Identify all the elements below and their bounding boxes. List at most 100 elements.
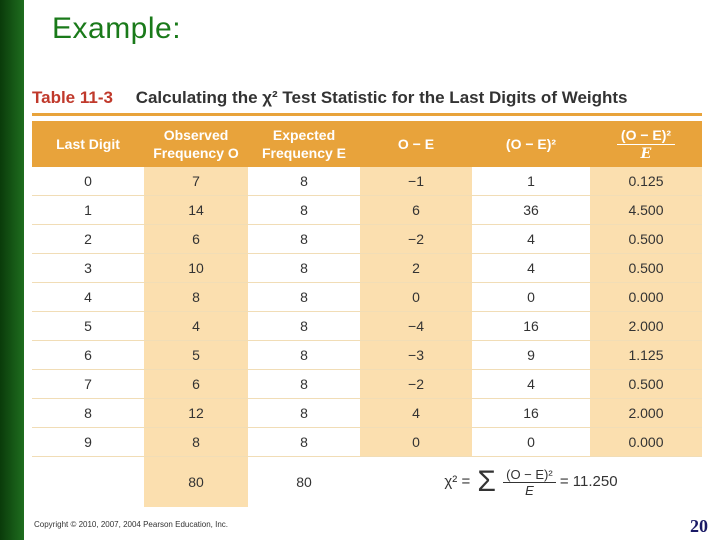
cell-ratio: 0.000 — [590, 427, 702, 457]
chi-square-formula: χ² = Σ (O − E)² E = 11.250 — [444, 465, 618, 498]
cell-squared: 0 — [472, 427, 590, 457]
cell-squared: 4 — [472, 224, 590, 254]
formula-denominator: E — [525, 482, 534, 498]
left-accent-bar — [0, 0, 24, 540]
cell-ratio: 0.500 — [590, 253, 702, 283]
cell-observed: 6 — [144, 369, 248, 399]
cell-expected: 8 — [248, 427, 360, 457]
cell-digit: 6 — [32, 340, 144, 370]
table-header-row: Last Digit Observed Frequency O Expected… — [32, 121, 702, 167]
cell-observed: 4 — [144, 311, 248, 341]
cell-observed: 10 — [144, 253, 248, 283]
table-row: 1 14 8 6 36 4.500 — [32, 195, 702, 225]
page-number: 20 — [690, 516, 708, 536]
table-row: 7 6 8 −2 4 0.500 — [32, 369, 702, 399]
cell-squared: 9 — [472, 340, 590, 370]
cell-digit: 3 — [32, 253, 144, 283]
cell-digit: 4 — [32, 282, 144, 312]
cell-o-minus-e: 6 — [360, 195, 472, 225]
caption-rule — [32, 113, 702, 116]
totals-row: 80 80 χ² = Σ (O − E)² E = 11.250 — [32, 456, 702, 508]
chi-square-table: Last Digit Observed Frequency O Expected… — [32, 121, 702, 507]
cell-o-minus-e: −4 — [360, 311, 472, 341]
header-observed: Observed Frequency O — [144, 121, 248, 167]
cell-o-minus-e: 2 — [360, 253, 472, 283]
cell-squared: 16 — [472, 398, 590, 428]
totals-blank — [32, 457, 144, 508]
header-ratio-numerator: (O − E)² — [616, 126, 676, 145]
cell-o-minus-e: 0 — [360, 427, 472, 457]
cell-squared: 4 — [472, 369, 590, 399]
cell-observed: 8 — [144, 427, 248, 457]
formula-lhs: χ² = — [444, 472, 471, 490]
cell-digit: 7 — [32, 369, 144, 399]
cell-observed: 7 — [144, 167, 248, 196]
table-row: 3 10 8 2 4 0.500 — [32, 253, 702, 283]
cell-expected: 8 — [248, 311, 360, 341]
table-caption: Table 11-3 Calculating the χ² Test Stati… — [32, 88, 702, 108]
cell-observed: 5 — [144, 340, 248, 370]
cell-ratio: 0.500 — [590, 224, 702, 254]
cell-digit: 8 — [32, 398, 144, 428]
table-row: 8 12 8 4 16 2.000 — [32, 398, 702, 428]
cell-o-minus-e: −2 — [360, 224, 472, 254]
header-ratio: (O − E)² E — [590, 121, 702, 167]
table-row: 6 5 8 −3 9 1.125 — [32, 340, 702, 370]
table-number: Table 11-3 — [32, 88, 113, 107]
formula-result: = 11.250 — [559, 472, 618, 490]
chi-square-formula-cell: χ² = Σ (O − E)² E = 11.250 — [360, 457, 702, 508]
cell-ratio: 1.125 — [590, 340, 702, 370]
cell-observed: 12 — [144, 398, 248, 428]
header-squared: (O − E)² — [472, 121, 590, 167]
header-o-minus-e: O − E — [360, 121, 472, 167]
cell-squared: 16 — [472, 311, 590, 341]
cell-o-minus-e: −3 — [360, 340, 472, 370]
cell-squared: 36 — [472, 195, 590, 225]
header-ratio-denominator: E — [640, 145, 652, 162]
cell-ratio: 2.000 — [590, 311, 702, 341]
header-ratio-fraction: (O − E)² E — [616, 126, 676, 163]
cell-expected: 8 — [248, 340, 360, 370]
cell-observed: 14 — [144, 195, 248, 225]
cell-o-minus-e: −2 — [360, 369, 472, 399]
header-expected: Expected Frequency E — [248, 121, 360, 167]
sigma-symbol: Σ — [477, 465, 496, 498]
cell-expected: 8 — [248, 253, 360, 283]
table-row: 9 8 8 0 0 0.000 — [32, 427, 702, 457]
cell-expected: 8 — [248, 282, 360, 312]
cell-squared: 4 — [472, 253, 590, 283]
copyright-notice: Copyright © 2010, 2007, 2004 Pearson Edu… — [34, 520, 229, 529]
table-row: 2 6 8 −2 4 0.500 — [32, 224, 702, 254]
cell-squared: 1 — [472, 167, 590, 196]
cell-digit: 1 — [32, 195, 144, 225]
cell-ratio: 0.125 — [590, 167, 702, 196]
header-last-digit: Last Digit — [32, 121, 144, 167]
cell-expected: 8 — [248, 398, 360, 428]
cell-digit: 2 — [32, 224, 144, 254]
cell-o-minus-e: 4 — [360, 398, 472, 428]
table-row: 5 4 8 −4 16 2.000 — [32, 311, 702, 341]
slide-title: Example: — [52, 12, 182, 45]
cell-expected: 8 — [248, 167, 360, 196]
table-row: 0 7 8 −1 1 0.125 — [32, 167, 702, 196]
total-observed: 80 — [144, 456, 248, 507]
cell-ratio: 0.000 — [590, 282, 702, 312]
cell-o-minus-e: 0 — [360, 282, 472, 312]
formula-numerator: (O − E)² — [503, 467, 556, 483]
cell-expected: 8 — [248, 369, 360, 399]
formula-fraction: (O − E)² E — [503, 467, 556, 498]
cell-ratio: 2.000 — [590, 398, 702, 428]
table-caption-text: Calculating the χ² Test Statistic for th… — [135, 88, 628, 107]
cell-expected: 8 — [248, 195, 360, 225]
cell-digit: 0 — [32, 167, 144, 196]
cell-o-minus-e: −1 — [360, 167, 472, 196]
cell-digit: 9 — [32, 427, 144, 457]
cell-observed: 8 — [144, 282, 248, 312]
table-row: 4 8 8 0 0 0.000 — [32, 282, 702, 312]
cell-squared: 0 — [472, 282, 590, 312]
cell-ratio: 4.500 — [590, 195, 702, 225]
cell-digit: 5 — [32, 311, 144, 341]
cell-ratio: 0.500 — [590, 369, 702, 399]
total-expected: 80 — [296, 474, 312, 490]
cell-expected: 8 — [248, 224, 360, 254]
